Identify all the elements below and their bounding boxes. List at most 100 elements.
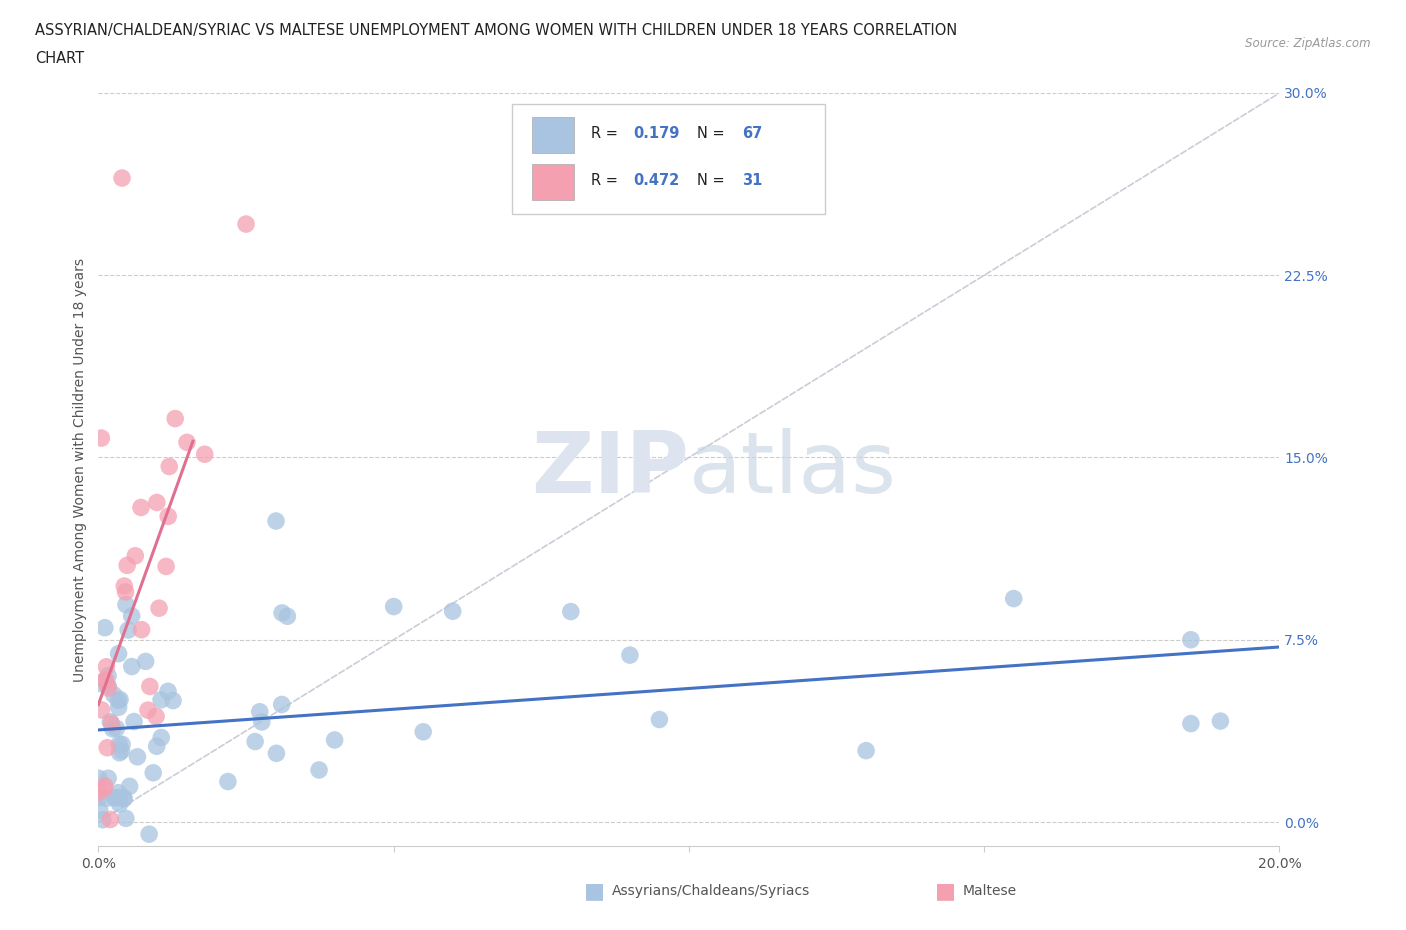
Point <box>101 722 124 737</box>
Point <box>87 785 110 800</box>
Point <box>122 714 145 729</box>
Point <box>96 740 118 755</box>
Point <box>96 790 118 805</box>
Point <box>90 676 112 691</box>
Point <box>249 704 271 719</box>
Point <box>100 812 122 827</box>
Text: ZIP: ZIP <box>531 428 689 512</box>
Point <box>114 585 136 600</box>
Point <box>157 459 180 474</box>
Point <box>108 737 131 751</box>
Point <box>96 659 118 674</box>
Point <box>110 743 132 758</box>
Point <box>94 620 117 635</box>
Point <box>243 734 266 749</box>
Point <box>323 733 346 748</box>
Point <box>94 673 117 688</box>
FancyBboxPatch shape <box>531 117 575 153</box>
Point <box>108 692 131 707</box>
FancyBboxPatch shape <box>531 164 575 200</box>
Point <box>165 411 187 426</box>
Point <box>97 681 120 696</box>
Point <box>105 721 128 736</box>
Point <box>90 702 112 717</box>
Point <box>855 743 877 758</box>
Text: ■: ■ <box>583 881 605 901</box>
Point <box>97 669 120 684</box>
Point <box>648 712 671 727</box>
Point <box>162 693 184 708</box>
Point <box>107 785 129 800</box>
Point <box>308 763 330 777</box>
Point <box>155 559 177 574</box>
Point <box>94 672 117 687</box>
Point <box>139 679 162 694</box>
Point <box>157 509 180 524</box>
Point <box>235 217 257 232</box>
Point <box>118 778 141 793</box>
Y-axis label: Unemployment Among Women with Children Under 18 years: Unemployment Among Women with Children U… <box>73 258 87 682</box>
Point <box>217 774 239 789</box>
Point <box>129 500 152 515</box>
Text: 67: 67 <box>742 126 762 141</box>
Point <box>264 513 287 528</box>
Point <box>115 558 138 573</box>
Point <box>150 730 173 745</box>
Text: 0.472: 0.472 <box>634 173 679 188</box>
Point <box>157 684 180 698</box>
Point <box>619 647 641 662</box>
Point <box>560 604 582 619</box>
Point <box>1180 716 1202 731</box>
Point <box>98 714 121 729</box>
Point <box>150 693 173 708</box>
Point <box>194 446 217 461</box>
Text: CHART: CHART <box>35 51 84 66</box>
Text: N =: N = <box>697 126 730 141</box>
Point <box>412 724 434 739</box>
Point <box>97 771 120 786</box>
Point <box>276 609 298 624</box>
Text: 31: 31 <box>742 173 762 188</box>
Point <box>117 622 139 637</box>
Point <box>135 654 157 669</box>
Point <box>97 678 120 693</box>
Point <box>87 790 110 805</box>
Point <box>111 170 134 185</box>
Point <box>1209 713 1232 728</box>
Text: R =: R = <box>591 126 623 141</box>
Point <box>1002 591 1025 606</box>
Text: Maltese: Maltese <box>963 884 1017 898</box>
Text: ASSYRIAN/CHALDEAN/SYRIAC VS MALTESE UNEMPLOYMENT AMONG WOMEN WITH CHILDREN UNDER: ASSYRIAN/CHALDEAN/SYRIAC VS MALTESE UNEM… <box>35 23 957 38</box>
Point <box>103 790 125 805</box>
Point <box>124 549 146 564</box>
Text: Assyrians/Chaldeans/Syriacs: Assyrians/Chaldeans/Syriacs <box>612 884 810 898</box>
Point <box>107 693 129 708</box>
Point <box>441 604 464 618</box>
Point <box>115 597 138 612</box>
Point <box>121 659 143 674</box>
Point <box>105 790 128 805</box>
Point <box>112 578 135 593</box>
Point <box>112 791 135 806</box>
Point <box>112 790 135 805</box>
Point <box>87 771 110 786</box>
Point <box>176 435 198 450</box>
Point <box>107 700 129 715</box>
Point <box>93 781 115 796</box>
Text: Source: ZipAtlas.com: Source: ZipAtlas.com <box>1246 37 1371 50</box>
Point <box>266 746 288 761</box>
Point <box>145 738 167 753</box>
Point <box>142 765 165 780</box>
Point <box>1180 632 1202 647</box>
Text: atlas: atlas <box>689 428 897 512</box>
Point <box>145 709 167 724</box>
Point <box>93 778 115 793</box>
Point <box>382 599 405 614</box>
Point <box>103 687 125 702</box>
Point <box>270 697 292 711</box>
Point <box>148 601 170 616</box>
Text: R =: R = <box>591 173 623 188</box>
Point <box>136 703 159 718</box>
Point <box>108 796 131 811</box>
Point <box>131 622 153 637</box>
